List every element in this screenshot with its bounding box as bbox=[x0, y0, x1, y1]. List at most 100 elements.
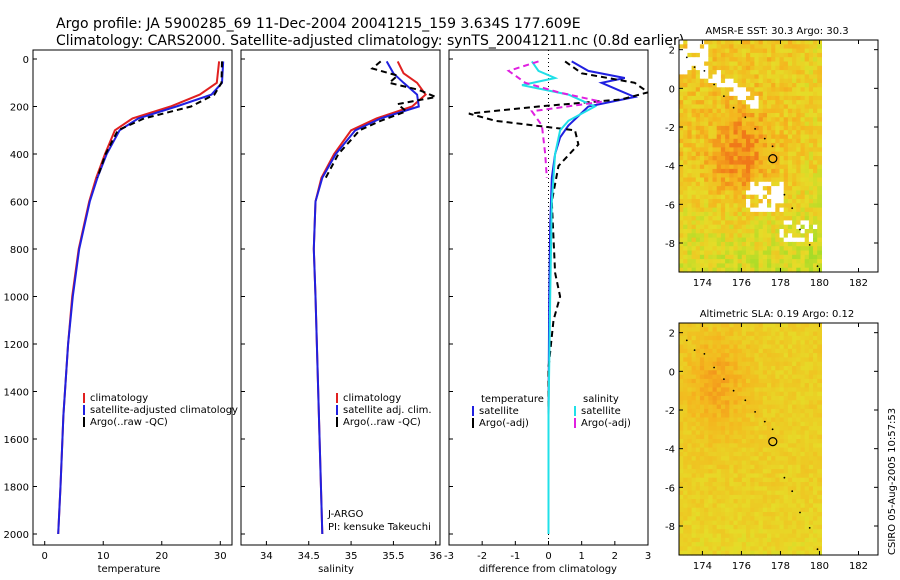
field-cell bbox=[750, 177, 755, 183]
field-cell bbox=[750, 74, 755, 80]
field-cell bbox=[704, 83, 709, 88]
field-cell bbox=[733, 533, 739, 539]
field-cell bbox=[695, 186, 701, 191]
field-cell bbox=[741, 439, 747, 444]
field-cell bbox=[792, 537, 797, 543]
field-cell bbox=[725, 74, 730, 80]
field-cell bbox=[704, 199, 709, 204]
field-cell bbox=[741, 44, 747, 50]
field-cell bbox=[687, 61, 693, 67]
field-cell bbox=[708, 130, 714, 136]
field-cell bbox=[762, 434, 768, 440]
field-cell bbox=[813, 374, 818, 380]
field-cell bbox=[687, 516, 693, 522]
field-cell bbox=[708, 164, 714, 170]
field-cell bbox=[708, 74, 714, 80]
field-cell bbox=[800, 160, 806, 166]
field-cell bbox=[708, 246, 714, 252]
field-cell bbox=[800, 421, 806, 427]
field-cell bbox=[783, 48, 789, 54]
field-cell bbox=[741, 173, 747, 179]
field-cell bbox=[787, 199, 793, 204]
field-cell bbox=[771, 207, 776, 213]
field-cell bbox=[695, 143, 701, 148]
field-cell bbox=[792, 74, 797, 80]
field-cell bbox=[683, 546, 688, 552]
field-cell bbox=[767, 512, 772, 517]
field-cell bbox=[746, 434, 751, 440]
field-cell bbox=[725, 546, 730, 552]
field-cell bbox=[758, 177, 764, 183]
field-cell bbox=[691, 233, 697, 239]
field-cell bbox=[733, 229, 739, 234]
field-cell bbox=[796, 460, 802, 466]
field-cell bbox=[712, 408, 718, 414]
field-cell bbox=[813, 199, 818, 204]
field-cell bbox=[762, 331, 768, 337]
field-cell bbox=[767, 447, 772, 453]
field-cell bbox=[754, 387, 760, 393]
field-cell bbox=[800, 344, 806, 350]
field-cell bbox=[679, 246, 684, 252]
field-cell bbox=[796, 48, 802, 54]
field-cell bbox=[679, 520, 684, 526]
field-cell bbox=[779, 378, 785, 384]
field-cell bbox=[808, 147, 814, 153]
field-cell bbox=[679, 430, 684, 436]
field-cell bbox=[779, 512, 785, 517]
field-cell bbox=[699, 451, 705, 457]
field-cell bbox=[720, 370, 726, 376]
field-cell bbox=[741, 220, 747, 226]
field-cell bbox=[691, 387, 697, 393]
field-cell bbox=[779, 194, 785, 200]
field-cell bbox=[804, 477, 810, 483]
field-cell bbox=[691, 83, 697, 88]
field-cell bbox=[683, 520, 688, 526]
field-cell bbox=[796, 44, 802, 50]
field-cell bbox=[792, 134, 797, 140]
field-cell bbox=[729, 426, 735, 431]
field-cell bbox=[804, 473, 810, 479]
field-cell bbox=[804, 199, 810, 204]
x-tick-label: 35 bbox=[345, 551, 358, 562]
field-cell bbox=[808, 190, 814, 196]
field-cell bbox=[779, 237, 785, 243]
field-cell bbox=[695, 74, 701, 80]
field-cell bbox=[733, 151, 739, 157]
field-cell bbox=[758, 520, 764, 526]
field-cell bbox=[737, 160, 743, 166]
field-cell bbox=[729, 361, 735, 367]
field-cell bbox=[712, 177, 718, 183]
field-cell bbox=[720, 241, 726, 247]
field-cell bbox=[695, 344, 701, 350]
field-cell bbox=[708, 477, 714, 483]
field-cell bbox=[754, 353, 760, 358]
field-cell bbox=[775, 40, 781, 45]
field-cell bbox=[762, 190, 768, 196]
field-cell bbox=[737, 357, 743, 363]
field-cell bbox=[792, 104, 797, 110]
field-cell bbox=[746, 348, 751, 354]
field-cell bbox=[808, 74, 814, 80]
field-cell bbox=[741, 156, 747, 161]
field-cell bbox=[687, 177, 693, 183]
field-cell bbox=[800, 104, 806, 110]
field-cell bbox=[725, 456, 730, 462]
field-cell bbox=[796, 40, 802, 45]
field-cell bbox=[767, 400, 772, 406]
field-cell bbox=[817, 74, 822, 80]
field-cell bbox=[683, 83, 688, 88]
field-cell bbox=[779, 57, 785, 63]
field-cell bbox=[800, 156, 806, 161]
field-cell bbox=[779, 391, 785, 397]
field-cell bbox=[683, 117, 688, 123]
field-cell bbox=[767, 220, 772, 226]
field-cell bbox=[737, 113, 743, 118]
field-cell bbox=[695, 417, 701, 423]
field-cell bbox=[762, 121, 768, 127]
field-cell bbox=[695, 113, 701, 118]
field-cell bbox=[704, 190, 709, 196]
field-cell bbox=[695, 396, 701, 401]
field-cell bbox=[792, 361, 797, 367]
field-cell bbox=[712, 151, 718, 157]
